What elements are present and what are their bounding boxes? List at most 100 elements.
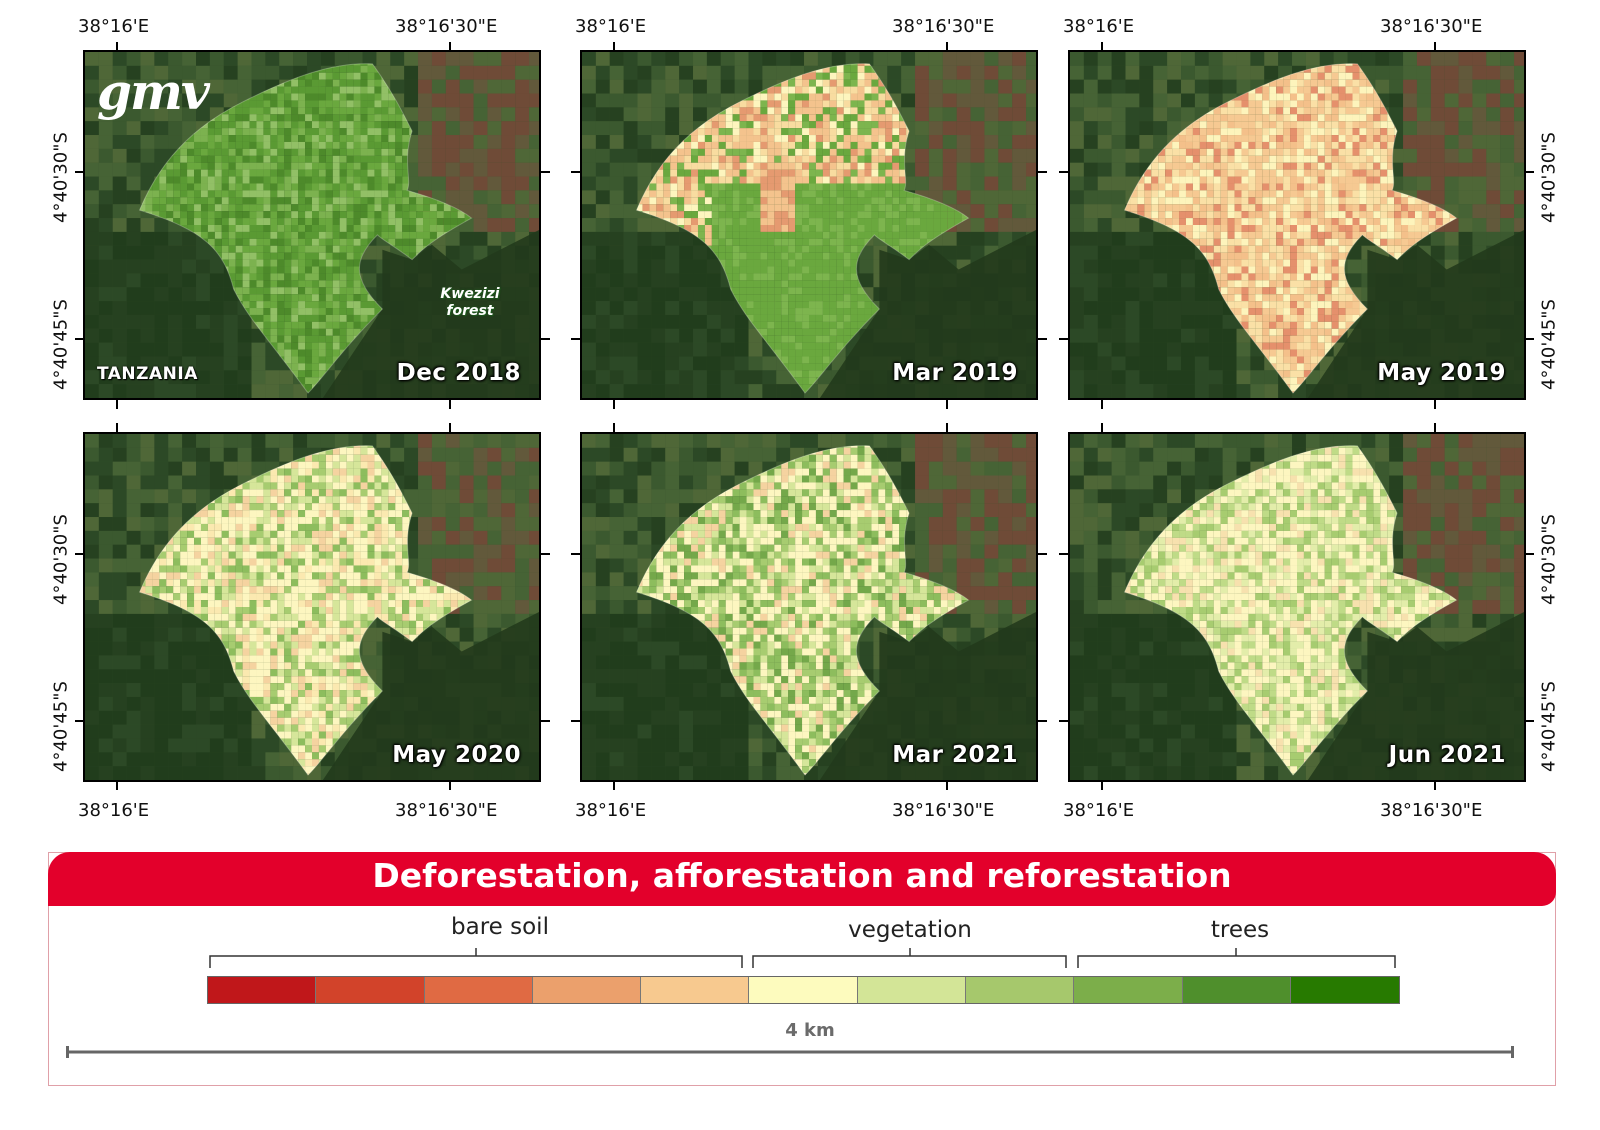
longitude-label-bottom: 38°16'30"E [1380,800,1482,821]
latitude-label-left: 4°40'30"S [51,500,72,620]
axis-tick [541,171,550,173]
map-panel-may-2020: May 2020 [83,432,541,782]
axis-tick [613,423,615,432]
axis-tick [1059,171,1068,173]
legend-swatch-4 [532,977,642,1003]
longitude-label-bottom: 38°16'E [78,800,149,821]
axis-tick [946,782,948,790]
axis-tick [613,782,615,790]
legend-swatch-5 [641,977,750,1003]
panel-date-label: Dec 2018 [397,360,521,386]
latitude-label-right: 4°40'30"S [1539,500,1560,620]
axis-tick [571,720,580,722]
latitude-label-right: 4°40'45"S [1539,285,1560,405]
longitude-label-bottom: 38°16'30"E [395,800,497,821]
axis-tick [1526,553,1534,555]
axis-tick [571,553,580,555]
map-panel-mar-2019: Mar 2019 [580,50,1038,400]
axis-tick [541,338,550,340]
axis-tick [1101,423,1103,432]
longitude-label-top: 38°16'30"E [395,16,497,37]
axis-tick [1101,782,1103,790]
latitude-label-right: 4°40'30"S [1539,118,1560,238]
axis-tick [1101,42,1103,50]
axis-tick [946,400,948,409]
satellite-image [1070,52,1524,398]
axis-tick [541,720,550,722]
legend-swatch-7 [857,977,967,1003]
latitude-label-right: 4°40'45"S [1539,667,1560,787]
longitude-label-bottom: 38°16'30"E [892,800,994,821]
axis-tick [613,400,615,409]
satellite-image [85,52,539,398]
longitude-label-bottom: 38°16'E [575,800,646,821]
legend-group-bare-soil: bare soil [370,914,630,940]
axis-tick [75,553,83,555]
axis-tick [1526,720,1534,722]
panel-date-label: Mar 2019 [892,360,1018,386]
longitude-label-bottom: 38°16'E [1063,800,1134,821]
axis-tick [1038,171,1047,173]
legend-swatch-11 [1290,977,1400,1003]
panel-date-label: May 2019 [1377,360,1506,386]
map-panel-jun-2021: Jun 2021 [1068,432,1526,782]
axis-tick [75,171,83,173]
scale-bar-label: 4 km [760,1020,860,1041]
axis-tick [1059,553,1068,555]
legend-swatch-2 [316,977,425,1003]
map-panel-may-2019: May 2019 [1068,50,1526,400]
forest-label-line2: forest [420,303,520,320]
legend-swatch-10 [1182,977,1291,1003]
map-panel-dec-2018: Dec 2018 gmv TANZANIA Kwezizi forest [83,50,541,400]
axis-tick [1526,171,1534,173]
legend-title: Deforestation, afforestation and refores… [48,856,1556,895]
country-label: TANZANIA [97,364,198,384]
axis-tick [1038,338,1047,340]
axis-tick [946,42,948,50]
map-panel-mar-2021: Mar 2021 [580,432,1038,782]
latitude-label-left: 4°40'30"S [51,118,72,238]
legend-group-vegetation: vegetation [780,917,1040,943]
axis-tick [541,553,550,555]
axis-tick [1434,423,1436,432]
panel-date-label: Mar 2021 [892,742,1018,768]
axis-tick [571,171,580,173]
forest-label-line1: Kwezizi [420,286,520,303]
longitude-label-top: 38°16'E [78,16,149,37]
axis-tick [1059,720,1068,722]
axis-tick [1434,400,1436,409]
legend-colorbar [207,976,1401,1004]
axis-tick [449,423,451,432]
satellite-image [1070,434,1524,780]
axis-tick [1526,338,1534,340]
axis-tick [449,400,451,409]
longitude-label-top: 38°16'30"E [892,16,994,37]
axis-tick [1101,400,1103,409]
panel-date-label: May 2020 [392,742,521,768]
axis-tick [116,400,118,409]
legend-swatch-1 [208,977,317,1003]
axis-tick [1038,553,1047,555]
longitude-label-top: 38°16'E [1063,16,1134,37]
legend-header [48,852,1556,906]
legend-swatch-8 [966,977,1075,1003]
satellite-image [85,434,539,780]
legend-swatch-9 [1074,977,1183,1003]
axis-tick [75,338,83,340]
axis-tick [116,42,118,50]
axis-tick [946,423,948,432]
legend-group-trees: trees [1110,917,1370,943]
axis-tick [1434,42,1436,50]
axis-tick [449,42,451,50]
axis-tick [1434,782,1436,790]
axis-tick [449,782,451,790]
satellite-image [582,434,1036,780]
panel-date-label: Jun 2021 [1389,742,1506,768]
axis-tick [75,720,83,722]
legend-swatch-3 [424,977,533,1003]
axis-tick [571,338,580,340]
latitude-label-left: 4°40'45"S [51,667,72,787]
axis-tick [613,42,615,50]
longitude-label-top: 38°16'E [575,16,646,37]
satellite-image [582,52,1036,398]
